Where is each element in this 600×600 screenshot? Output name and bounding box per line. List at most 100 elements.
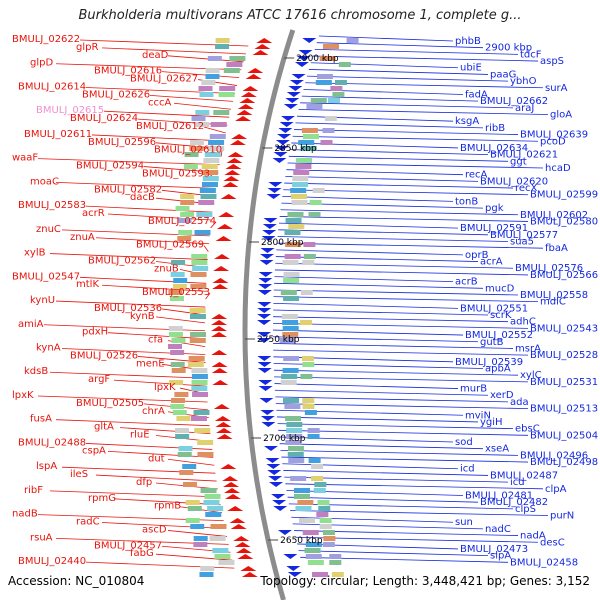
reverse-gene-arrow	[265, 458, 280, 463]
forward-gene-arrow	[211, 314, 228, 319]
feature-block	[293, 488, 310, 493]
reverse-gene-arrow	[267, 470, 282, 475]
reverse-gene-arrow	[289, 80, 304, 85]
feature-block	[177, 236, 192, 241]
right-gene-label: desC	[540, 537, 565, 548]
leader-line	[274, 389, 489, 396]
forward-gene-arrow	[235, 548, 252, 553]
reverse-gene-arrow	[257, 314, 272, 319]
forward-gene-arrow	[222, 476, 239, 481]
feature-block	[223, 68, 240, 73]
feature-block	[200, 566, 215, 571]
right-gene-label: BMULJ_02639	[520, 130, 588, 141]
right-gene-label: clpS	[515, 504, 536, 515]
feature-block	[197, 440, 214, 445]
forward-gene-arrow	[226, 158, 243, 163]
left-gene-label: chrA	[142, 406, 165, 417]
leader-line	[137, 356, 206, 363]
feature-block	[299, 320, 312, 325]
left-gene-label: gltA	[94, 422, 114, 433]
forward-gene-arrow	[215, 428, 232, 433]
feature-block	[199, 188, 216, 193]
left-gene-label: znuC	[36, 224, 61, 235]
left-gene-label: pdxH	[82, 327, 108, 338]
left-gene-label: BMULJ_02574	[148, 216, 216, 227]
feature-block	[205, 512, 222, 517]
feature-block	[198, 200, 215, 205]
feature-block	[185, 518, 200, 523]
feature-block	[178, 446, 193, 451]
right-gene-label: BMULJ_02496	[520, 450, 588, 461]
left-gene-label: waaF	[12, 153, 38, 164]
feature-block	[305, 542, 322, 547]
leader-line	[161, 71, 240, 79]
reverse-gene-arrow	[258, 284, 273, 289]
feature-block	[338, 62, 351, 67]
feature-block	[316, 74, 333, 79]
forward-gene-arrow	[252, 50, 269, 55]
feature-block	[180, 200, 195, 205]
leader-line	[149, 94, 233, 102]
feature-block	[174, 392, 189, 397]
feature-block	[282, 368, 299, 373]
forward-gene-arrow	[245, 74, 262, 79]
reverse-gene-arrow	[257, 332, 272, 337]
leader-line	[303, 89, 464, 95]
forward-gene-arrow	[216, 224, 233, 229]
feature-block	[208, 140, 225, 145]
feature-block	[218, 560, 235, 565]
leader-line	[101, 522, 226, 529]
reverse-gene-arrow	[268, 182, 283, 187]
left-gene-label: dacB	[130, 192, 155, 203]
forward-gene-arrow	[240, 92, 257, 97]
feature-block	[331, 572, 344, 577]
leader-line	[37, 158, 220, 166]
tick-label: 2800 kbp	[261, 238, 304, 248]
right-gene-label: BMULJ_02621	[490, 150, 558, 161]
feature-block	[203, 500, 220, 505]
feature-block	[169, 380, 184, 385]
left-gene-label: BMULJ_02596	[88, 137, 156, 148]
leader-line	[95, 474, 217, 482]
reverse-gene-arrow	[260, 410, 275, 415]
feature-block	[192, 392, 209, 397]
reverse-gene-arrow	[261, 236, 276, 241]
left-gene-label: acrR	[82, 208, 105, 219]
leader-line	[282, 463, 459, 470]
leader-line	[318, 35, 454, 42]
feature-block	[285, 218, 302, 223]
feature-block	[209, 134, 226, 139]
feature-block	[196, 212, 213, 217]
right-gene-label: mdlC	[540, 297, 566, 308]
feature-block	[195, 110, 210, 115]
feature-block	[311, 464, 324, 469]
right-gene-label: fadA	[465, 89, 488, 100]
leader-line	[55, 300, 206, 308]
feature-block	[309, 200, 322, 205]
feature-block	[189, 146, 204, 151]
feature-block	[285, 242, 302, 247]
right-gene-label: sua5	[510, 237, 534, 248]
right-gene-label: msrA	[515, 343, 541, 354]
feature-block	[282, 260, 299, 265]
left-gene-label: BMULJ_02583	[18, 200, 86, 211]
leader-line	[91, 134, 225, 142]
leader-line	[301, 95, 479, 102]
reverse-gene-arrow	[298, 50, 313, 55]
leader-line	[279, 443, 484, 450]
feature-block	[283, 356, 300, 361]
forward-gene-arrow	[254, 44, 271, 49]
left-gene-label: BMULJ_02627	[130, 74, 198, 85]
leader-line	[274, 376, 529, 383]
right-gene-label: ubiE	[460, 63, 482, 74]
feature-block	[302, 134, 319, 139]
right-gene-label: xseA	[485, 444, 509, 455]
right-gene-label: BMULJ_02577	[490, 230, 558, 241]
map-title: Burkholderia multivorans ATCC 17616 chro…	[78, 8, 522, 23]
feature-block	[190, 332, 207, 337]
left-gene-label: znuA	[70, 232, 95, 243]
feature-block	[287, 446, 304, 451]
left-gene-label: lpxK	[12, 390, 34, 401]
leader-line	[273, 336, 479, 343]
feature-block	[175, 206, 190, 211]
